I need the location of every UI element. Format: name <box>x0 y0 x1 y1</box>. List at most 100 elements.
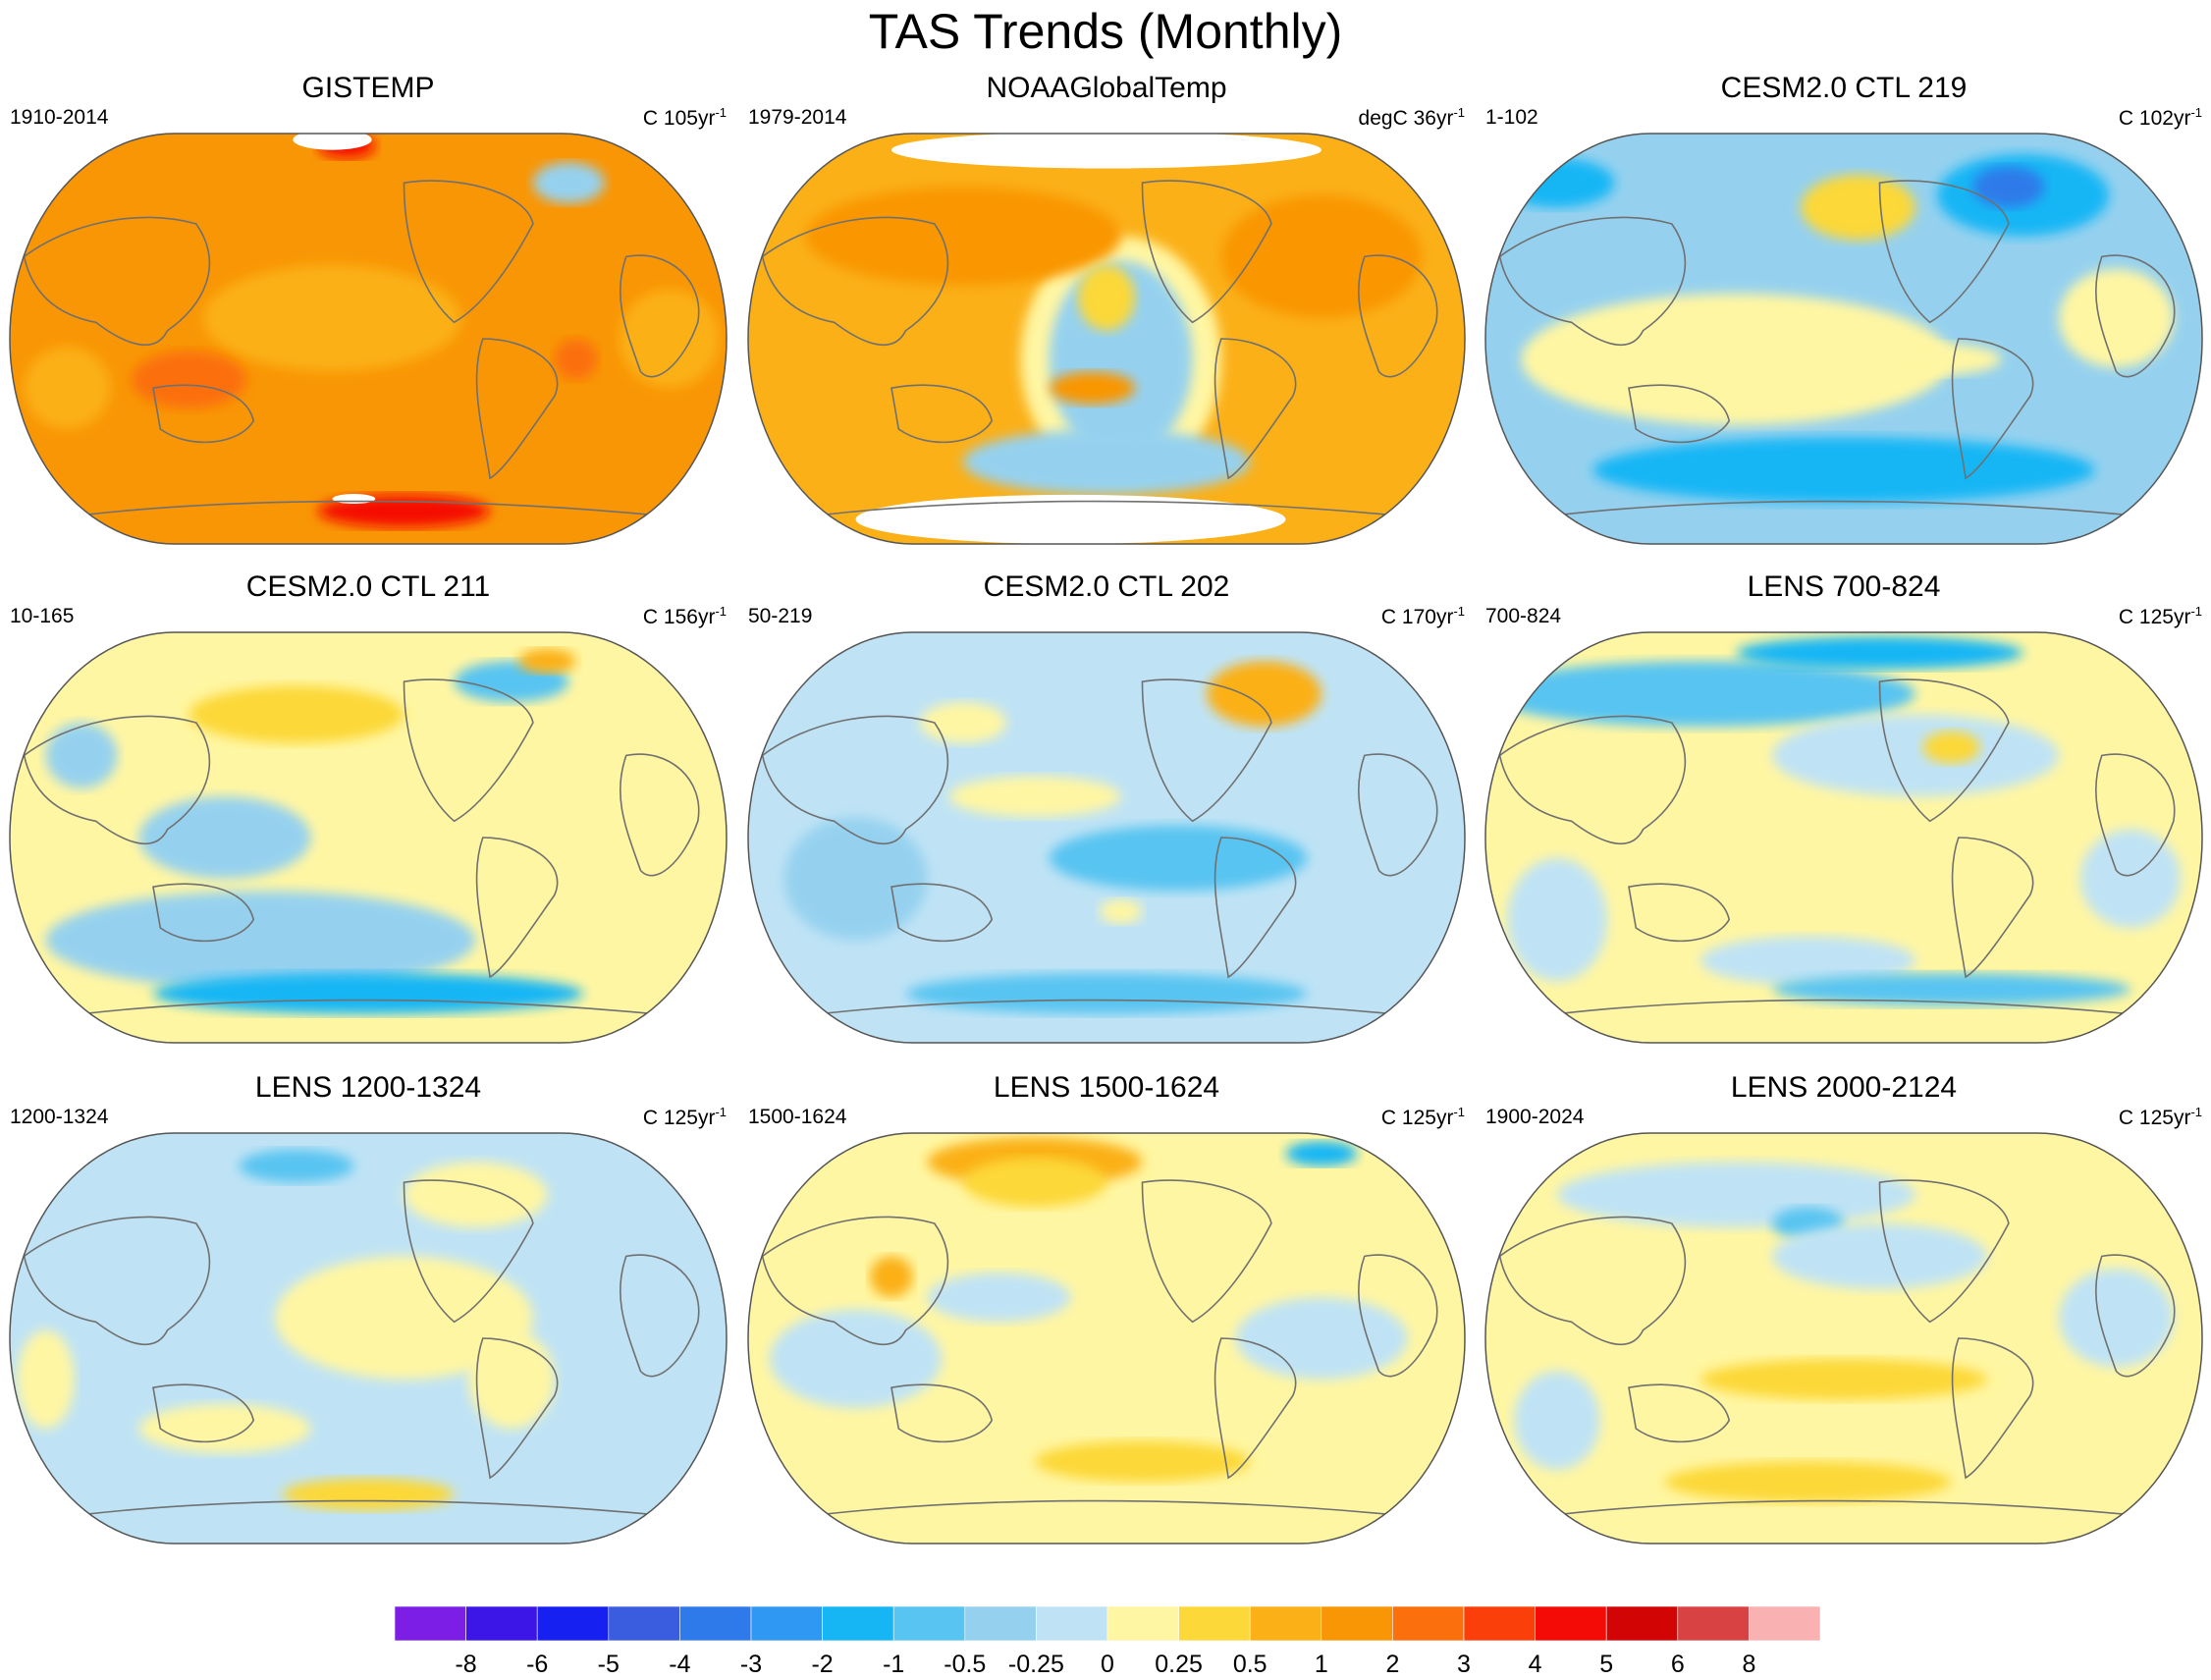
contour-region <box>1235 1297 1408 1380</box>
contour-region <box>275 1256 533 1380</box>
contour-region <box>805 187 1121 286</box>
colorbar-swatch <box>1605 1605 1679 1642</box>
colorbar-swatch <box>465 1605 538 1642</box>
panel-units-text: C 105yr <box>642 107 716 130</box>
panel-period: 1-102 <box>1485 106 1538 129</box>
coastline <box>23 715 211 845</box>
missing-data-region <box>332 494 376 505</box>
colorbar-tick-label: -4 <box>669 1651 690 1678</box>
units-exponent: -1 <box>715 1105 727 1119</box>
colorbar-swatch <box>964 1605 1037 1642</box>
contour-region <box>948 776 1121 818</box>
panel-title: LENS 1200-1324 <box>254 1071 482 1104</box>
units-exponent: -1 <box>715 604 727 619</box>
coastline <box>761 1216 949 1346</box>
contour-region <box>1514 1371 1600 1470</box>
contour-region <box>1772 714 2059 797</box>
coastline <box>81 500 656 516</box>
contour-region <box>45 891 476 990</box>
contour-region <box>532 162 605 204</box>
coastline <box>1556 999 2131 1015</box>
panel-units-text: C 125yr <box>2118 1107 2191 1129</box>
coastline <box>23 1216 211 1346</box>
missing-data-region <box>293 134 372 150</box>
chart-title: TAS Trends (Monthly) <box>868 4 1343 59</box>
coastline <box>1358 254 1438 378</box>
map-outline <box>1484 133 2203 545</box>
map-outline <box>747 631 1466 1044</box>
panel-units: C 102yr-1 <box>2119 100 2202 132</box>
panel-title: NOAAGlobalTemp <box>986 72 1227 104</box>
coastline <box>1628 1383 1731 1443</box>
contour-region <box>153 972 583 1014</box>
contour-region <box>769 1309 943 1409</box>
panel-units: C 105yr-1 <box>643 100 727 132</box>
map-panel: CESM2.0 CTL 211 10-165 C 156yr-1 <box>0 569 736 1051</box>
coastline <box>620 254 700 378</box>
contour-region <box>963 428 1250 495</box>
contour-region <box>282 1478 455 1511</box>
panel-title: LENS 2000-2124 <box>1730 1071 1958 1104</box>
map-svg <box>1484 631 2203 1044</box>
panel-units: C 125yr-1 <box>2119 1100 2202 1131</box>
colorbar-swatch <box>1178 1605 1251 1642</box>
colorbar-swatch <box>1392 1605 1465 1642</box>
panel-units-text: C 125yr <box>642 1107 716 1129</box>
contour-region <box>1772 972 2130 1006</box>
panel-period: 10-165 <box>10 605 75 627</box>
contour-region <box>45 722 118 788</box>
coastline <box>1141 678 1272 823</box>
contour-region <box>1506 857 1608 982</box>
colorbar-swatch <box>1677 1605 1750 1642</box>
map-field <box>1485 134 2202 544</box>
contour-region <box>518 648 576 674</box>
coastline <box>1498 1216 1687 1346</box>
colorbar-swatch <box>1535 1605 1607 1642</box>
coastline <box>761 216 949 347</box>
contour-region <box>1285 1141 1358 1166</box>
contour-region <box>1099 898 1143 924</box>
colorbar-swatch <box>394 1605 466 1642</box>
coastline <box>475 837 559 979</box>
colorbar-tick-label: -1 <box>883 1651 904 1678</box>
map-svg <box>1484 133 2203 545</box>
map-outline <box>9 1132 728 1545</box>
coastline <box>890 1383 994 1443</box>
map-field <box>1485 1133 2202 1544</box>
map-field <box>1485 632 2202 1043</box>
colorbar-swatch <box>750 1605 823 1642</box>
map-panel: GISTEMP 1910-2014 C 105yr-1 <box>0 71 736 552</box>
panel-title: GISTEMP <box>301 72 435 104</box>
coastline <box>620 753 700 877</box>
contour-region <box>1049 825 1308 892</box>
coastline <box>475 338 559 480</box>
units-exponent: -1 <box>1453 604 1465 619</box>
units-exponent: -1 <box>2190 105 2202 120</box>
panel-units: C 170yr-1 <box>1381 599 1465 630</box>
contour-region <box>138 796 311 879</box>
colorbar-tick-label: 0.5 <box>1233 1651 1267 1678</box>
contour-region <box>1922 731 1980 764</box>
colorbar-tick-label: -3 <box>740 1651 762 1678</box>
coastline <box>403 678 534 823</box>
panel-period: 1200-1324 <box>10 1106 109 1128</box>
colorbar-swatch <box>1749 1605 1821 1642</box>
coastline <box>152 883 255 943</box>
contour-region <box>1801 174 1915 241</box>
coastline <box>152 1383 255 1443</box>
contour-region <box>920 702 1006 743</box>
map-panel: LENS 2000-2124 1900-2024 C 125yr-1 <box>1476 1070 2211 1551</box>
panel-period: 1900-2024 <box>1485 1106 1585 1128</box>
colorbar-tick-label: -6 <box>526 1651 548 1678</box>
panel-units-text: C 125yr <box>2118 606 2191 628</box>
colorbar-tick-label: -5 <box>598 1651 620 1678</box>
map-field <box>748 134 1465 544</box>
coastline <box>1878 1179 2010 1324</box>
colorbar-tick-label: 0.25 <box>1155 1651 1203 1678</box>
coastline <box>475 1337 559 1480</box>
colorbar-tick-label: 5 <box>1599 1651 1613 1678</box>
units-exponent: -1 <box>2190 604 2202 619</box>
colorbar-swatch <box>1106 1605 1179 1642</box>
coastline <box>1556 500 2131 516</box>
coastline <box>81 1499 656 1516</box>
